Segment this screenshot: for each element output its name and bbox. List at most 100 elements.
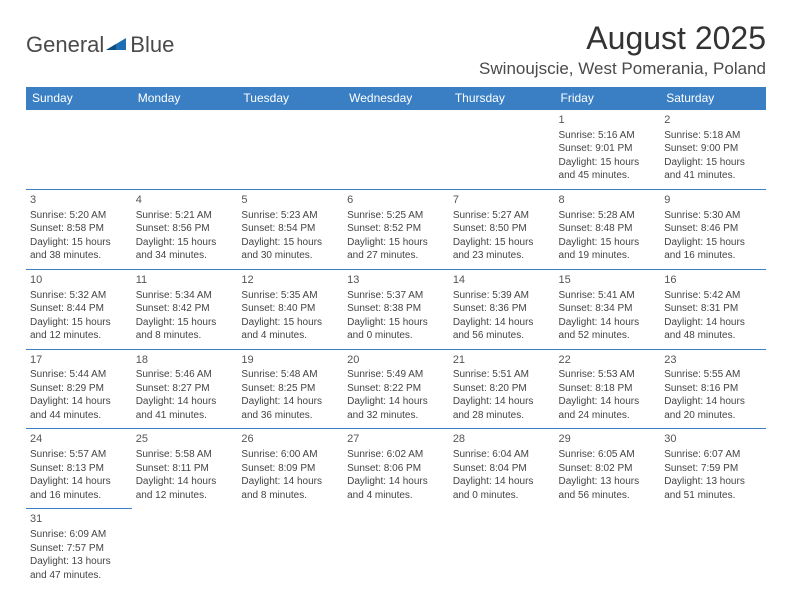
- calendar-cell: 22Sunrise: 5:53 AMSunset: 8:18 PMDayligh…: [555, 349, 661, 429]
- calendar-cell: [555, 509, 661, 588]
- daylight-line: Daylight: 15 hours and 12 minutes.: [30, 316, 128, 343]
- title-block: August 2025 Swinoujscie, West Pomerania,…: [479, 20, 766, 79]
- day-number: 6: [347, 193, 445, 208]
- day-number: 15: [559, 273, 657, 288]
- day-number: 9: [664, 193, 762, 208]
- sunset-line: Sunset: 8:18 PM: [559, 382, 657, 396]
- day-number: 24: [30, 432, 128, 447]
- sunrise-line: Sunrise: 6:05 AM: [559, 448, 657, 462]
- sunrise-line: Sunrise: 5:42 AM: [664, 289, 762, 303]
- calendar-row: 17Sunrise: 5:44 AMSunset: 8:29 PMDayligh…: [26, 349, 766, 429]
- calendar-cell: [343, 509, 449, 588]
- day-number: 8: [559, 193, 657, 208]
- day-number: 14: [453, 273, 551, 288]
- day-number: 16: [664, 273, 762, 288]
- sunset-line: Sunset: 8:04 PM: [453, 462, 551, 476]
- calendar-cell: [132, 110, 238, 190]
- header: General Blue August 2025 Swinoujscie, We…: [26, 20, 766, 79]
- day-number: 27: [347, 432, 445, 447]
- daylight-line: Daylight: 15 hours and 30 minutes.: [241, 236, 339, 263]
- calendar-cell: 18Sunrise: 5:46 AMSunset: 8:27 PMDayligh…: [132, 349, 238, 429]
- calendar-cell: 27Sunrise: 6:02 AMSunset: 8:06 PMDayligh…: [343, 429, 449, 509]
- sunset-line: Sunset: 8:27 PM: [136, 382, 234, 396]
- calendar-cell: 1Sunrise: 5:16 AMSunset: 9:01 PMDaylight…: [555, 110, 661, 190]
- daylight-line: Daylight: 14 hours and 48 minutes.: [664, 316, 762, 343]
- calendar-row: 31Sunrise: 6:09 AMSunset: 7:57 PMDayligh…: [26, 509, 766, 588]
- calendar-cell: 14Sunrise: 5:39 AMSunset: 8:36 PMDayligh…: [449, 269, 555, 349]
- header-thursday: Thursday: [449, 87, 555, 110]
- daylight-line: Daylight: 14 hours and 20 minutes.: [664, 395, 762, 422]
- logo-text-1: General: [26, 32, 104, 58]
- day-number: 29: [559, 432, 657, 447]
- sunset-line: Sunset: 8:44 PM: [30, 302, 128, 316]
- sunset-line: Sunset: 8:58 PM: [30, 222, 128, 236]
- calendar-cell: 5Sunrise: 5:23 AMSunset: 8:54 PMDaylight…: [237, 189, 343, 269]
- day-number: 30: [664, 432, 762, 447]
- sunset-line: Sunset: 8:09 PM: [241, 462, 339, 476]
- header-saturday: Saturday: [660, 87, 766, 110]
- sunset-line: Sunset: 8:06 PM: [347, 462, 445, 476]
- calendar-cell: [343, 110, 449, 190]
- daylight-line: Daylight: 14 hours and 41 minutes.: [136, 395, 234, 422]
- header-tuesday: Tuesday: [237, 87, 343, 110]
- calendar-cell: 26Sunrise: 6:00 AMSunset: 8:09 PMDayligh…: [237, 429, 343, 509]
- calendar-table: Sunday Monday Tuesday Wednesday Thursday…: [26, 87, 766, 588]
- sunrise-line: Sunrise: 5:23 AM: [241, 209, 339, 223]
- calendar-cell: 16Sunrise: 5:42 AMSunset: 8:31 PMDayligh…: [660, 269, 766, 349]
- daylight-line: Daylight: 14 hours and 12 minutes.: [136, 475, 234, 502]
- header-sunday: Sunday: [26, 87, 132, 110]
- calendar-cell: [449, 509, 555, 588]
- daylight-line: Daylight: 14 hours and 52 minutes.: [559, 316, 657, 343]
- sunrise-line: Sunrise: 5:16 AM: [559, 129, 657, 143]
- day-number: 28: [453, 432, 551, 447]
- calendar-cell: 13Sunrise: 5:37 AMSunset: 8:38 PMDayligh…: [343, 269, 449, 349]
- sunrise-line: Sunrise: 6:07 AM: [664, 448, 762, 462]
- calendar-cell: 17Sunrise: 5:44 AMSunset: 8:29 PMDayligh…: [26, 349, 132, 429]
- sunrise-line: Sunrise: 5:58 AM: [136, 448, 234, 462]
- sunrise-line: Sunrise: 5:30 AM: [664, 209, 762, 223]
- sunset-line: Sunset: 8:48 PM: [559, 222, 657, 236]
- sunset-line: Sunset: 8:40 PM: [241, 302, 339, 316]
- daylight-line: Daylight: 14 hours and 32 minutes.: [347, 395, 445, 422]
- sunset-line: Sunset: 7:57 PM: [30, 542, 128, 556]
- daylight-line: Daylight: 15 hours and 19 minutes.: [559, 236, 657, 263]
- sunset-line: Sunset: 8:36 PM: [453, 302, 551, 316]
- sunrise-line: Sunrise: 5:32 AM: [30, 289, 128, 303]
- calendar-cell: 30Sunrise: 6:07 AMSunset: 7:59 PMDayligh…: [660, 429, 766, 509]
- calendar-cell: 21Sunrise: 5:51 AMSunset: 8:20 PMDayligh…: [449, 349, 555, 429]
- day-number: 26: [241, 432, 339, 447]
- daylight-line: Daylight: 14 hours and 36 minutes.: [241, 395, 339, 422]
- sunrise-line: Sunrise: 5:57 AM: [30, 448, 128, 462]
- calendar-cell: [26, 110, 132, 190]
- sunset-line: Sunset: 7:59 PM: [664, 462, 762, 476]
- day-number: 17: [30, 353, 128, 368]
- sunrise-line: Sunrise: 5:46 AM: [136, 368, 234, 382]
- calendar-cell: [132, 509, 238, 588]
- header-monday: Monday: [132, 87, 238, 110]
- day-number: 5: [241, 193, 339, 208]
- calendar-row: 3Sunrise: 5:20 AMSunset: 8:58 PMDaylight…: [26, 189, 766, 269]
- day-number: 7: [453, 193, 551, 208]
- sunrise-line: Sunrise: 5:20 AM: [30, 209, 128, 223]
- sunset-line: Sunset: 8:29 PM: [30, 382, 128, 396]
- day-number: 3: [30, 193, 128, 208]
- daylight-line: Daylight: 15 hours and 38 minutes.: [30, 236, 128, 263]
- sunset-line: Sunset: 8:50 PM: [453, 222, 551, 236]
- sunset-line: Sunset: 9:00 PM: [664, 142, 762, 156]
- day-number: 4: [136, 193, 234, 208]
- sunrise-line: Sunrise: 5:35 AM: [241, 289, 339, 303]
- day-number: 18: [136, 353, 234, 368]
- calendar-row: 1Sunrise: 5:16 AMSunset: 9:01 PMDaylight…: [26, 110, 766, 190]
- sunset-line: Sunset: 8:38 PM: [347, 302, 445, 316]
- sunset-line: Sunset: 8:25 PM: [241, 382, 339, 396]
- calendar-cell: [449, 110, 555, 190]
- calendar-cell: 11Sunrise: 5:34 AMSunset: 8:42 PMDayligh…: [132, 269, 238, 349]
- day-number: 21: [453, 353, 551, 368]
- daylight-line: Daylight: 14 hours and 16 minutes.: [30, 475, 128, 502]
- sunset-line: Sunset: 8:22 PM: [347, 382, 445, 396]
- sunrise-line: Sunrise: 5:37 AM: [347, 289, 445, 303]
- logo: General Blue: [26, 32, 174, 58]
- sunset-line: Sunset: 8:34 PM: [559, 302, 657, 316]
- flag-icon: [106, 36, 128, 54]
- daylight-line: Daylight: 14 hours and 28 minutes.: [453, 395, 551, 422]
